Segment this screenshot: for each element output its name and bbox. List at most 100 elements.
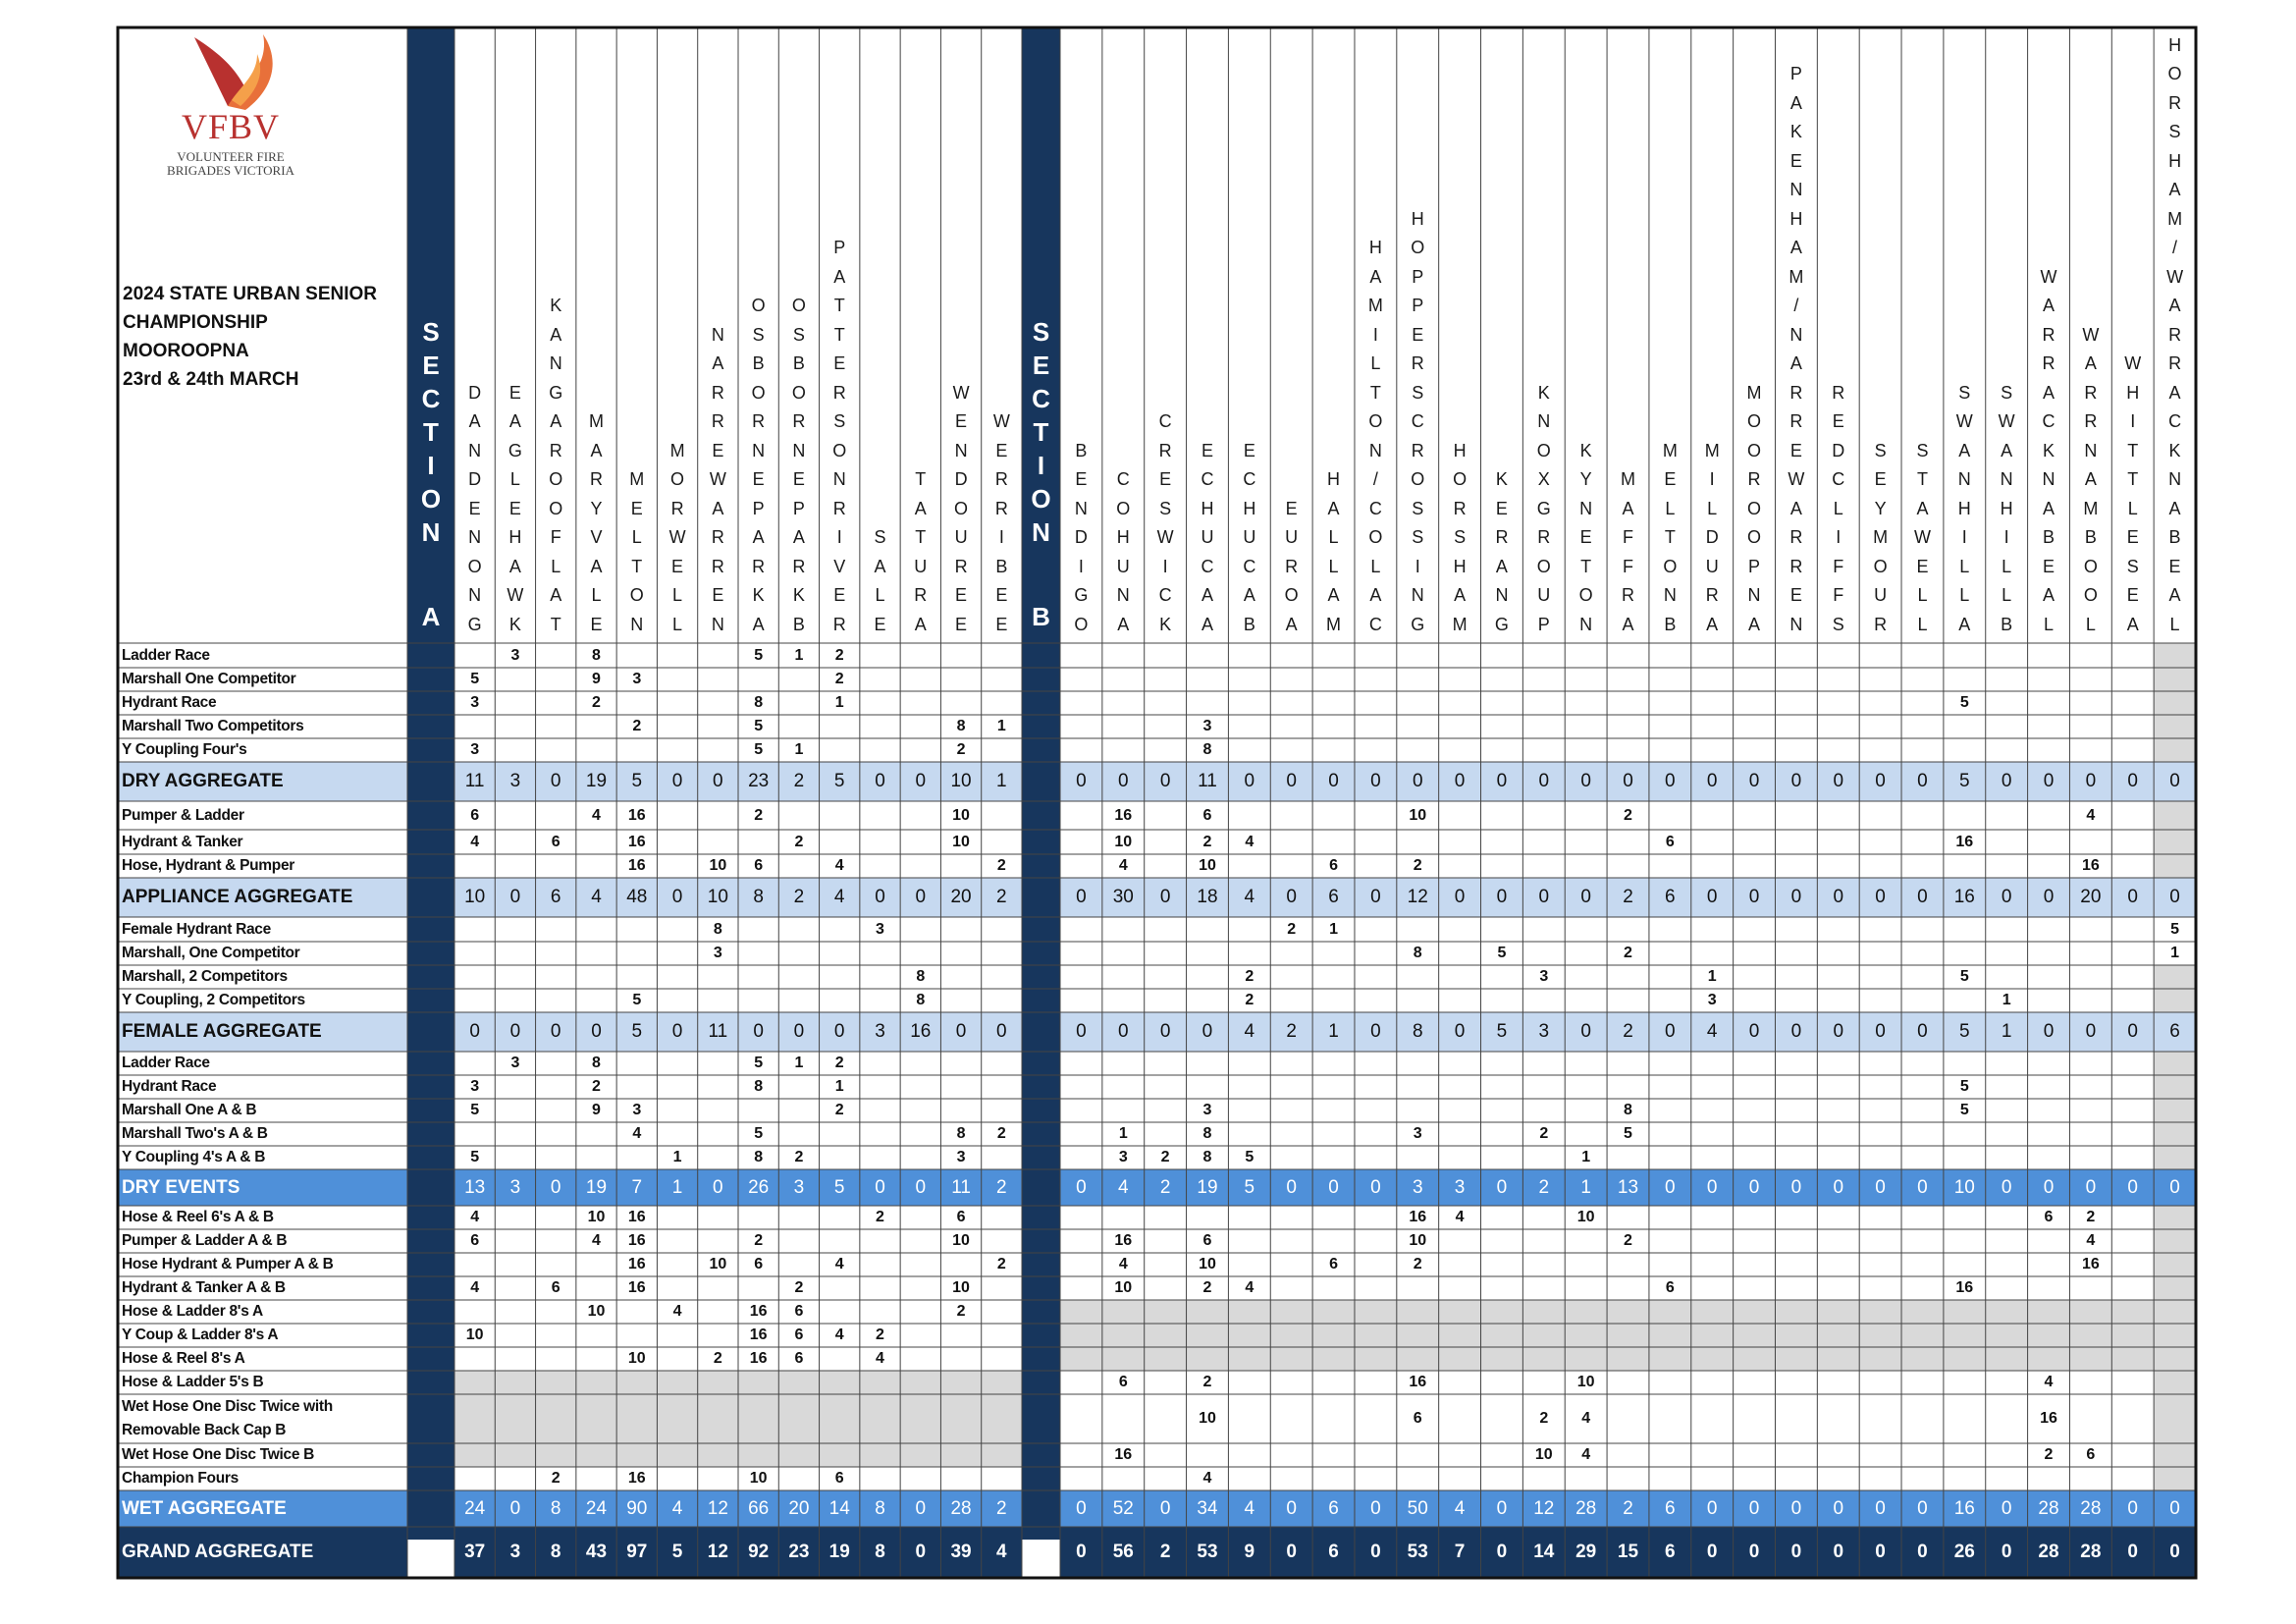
column-header-letter: E — [955, 614, 968, 634]
score-cell: 0 — [1733, 1169, 1776, 1206]
score-cell — [2154, 830, 2196, 854]
score-cell: 8 — [1186, 1146, 1229, 1169]
score-cell — [1985, 738, 2028, 762]
score-cell: 0 — [1859, 878, 1902, 917]
score-cell — [819, 989, 860, 1012]
column-header-letter: O — [1747, 440, 1762, 460]
score-cell — [1943, 1229, 1986, 1253]
column-header-letter: F — [1833, 585, 1844, 605]
score-cell: 2 — [981, 854, 1022, 878]
score-cell: 6 — [2069, 1443, 2112, 1467]
score-cell — [1228, 1371, 1271, 1394]
column-header-letter: M — [588, 411, 604, 431]
score-cell — [1480, 854, 1523, 878]
score-cell: 4 — [981, 1527, 1022, 1578]
score-cell — [1060, 1099, 1102, 1122]
score-cell: 3 — [495, 1052, 536, 1075]
score-cell: 2 — [778, 1146, 820, 1169]
na-block — [1060, 1300, 2196, 1324]
score-cell: 8 — [900, 965, 941, 989]
score-cell — [1060, 1253, 1102, 1276]
score-cell — [2111, 965, 2155, 989]
score-cell — [657, 691, 698, 715]
score-cell: 0 — [2027, 878, 2070, 917]
score-cell — [1901, 1075, 1944, 1099]
score-cell: 0 — [900, 878, 941, 917]
column-header-letter: R — [1789, 411, 1803, 431]
column-header-letter: R — [1411, 353, 1424, 373]
score-cell — [454, 854, 496, 878]
score-cell — [1690, 942, 1734, 965]
score-cell: 0 — [535, 1169, 576, 1206]
score-cell — [697, 965, 738, 989]
column-header-letter: M — [1873, 527, 1889, 547]
column-header-letter: K — [2042, 440, 2055, 460]
score-cell — [2111, 942, 2155, 965]
score-cell: 4 — [819, 1324, 860, 1347]
score-cell — [900, 715, 941, 738]
score-cell — [2069, 1467, 2112, 1490]
score-cell — [1480, 1052, 1523, 1075]
score-cell — [575, 1324, 617, 1347]
score-cell — [575, 1122, 617, 1146]
score-cell: 3 — [495, 762, 536, 801]
column-header-letter: M — [1326, 614, 1342, 634]
score-cell — [1565, 643, 1608, 668]
column-header-letter: O — [1368, 527, 1383, 547]
score-cell — [2111, 1206, 2155, 1229]
score-cell — [1228, 1052, 1271, 1075]
column-header-letter: A — [833, 266, 846, 287]
score-cell: 2 — [1228, 989, 1271, 1012]
score-cell: 0 — [1607, 762, 1649, 801]
score-cell: 66 — [738, 1490, 779, 1527]
column-header-letter: E — [995, 614, 1008, 634]
score-cell — [1901, 1122, 1944, 1146]
score-cell — [2154, 1443, 2196, 1467]
column-header-letter: X — [1537, 469, 1550, 489]
score-cell — [1985, 965, 2028, 989]
column-header-letter: L — [1370, 556, 1381, 576]
score-cell — [1312, 738, 1355, 762]
score-cell — [1648, 1146, 1691, 1169]
score-cell: 4 — [1228, 1490, 1271, 1527]
score-cell — [2069, 917, 2112, 942]
score-cell — [1901, 1146, 1944, 1169]
score-cell — [1312, 1146, 1355, 1169]
score-cell: 1 — [981, 762, 1022, 801]
column-header-letter: N — [1116, 585, 1130, 605]
column-header-letter: L — [2127, 498, 2138, 518]
score-cell — [738, 1206, 779, 1229]
column-header-letter: O — [1536, 556, 1551, 576]
score-cell — [1101, 691, 1145, 715]
score-cell — [2111, 1122, 2155, 1146]
score-cell: 3 — [454, 691, 496, 715]
score-cell — [1186, 691, 1229, 715]
column-header-letter: E — [874, 614, 886, 634]
score-cell — [1817, 965, 1860, 989]
score-cell: 5 — [1228, 1146, 1271, 1169]
score-cell: 8 — [738, 1146, 779, 1169]
column-header-letter: D — [1074, 527, 1088, 547]
score-cell: 2 — [859, 1324, 901, 1347]
score-cell — [1817, 1075, 1860, 1099]
score-cell — [1817, 1371, 1860, 1394]
score-cell — [1985, 1467, 2028, 1490]
column-header-letter: O — [1411, 469, 1425, 489]
score-cell — [940, 1253, 982, 1276]
score-cell — [1270, 691, 1313, 715]
score-cell: 0 — [1985, 878, 2028, 917]
column-header-letter: G — [467, 614, 482, 634]
score-cell — [1607, 965, 1649, 989]
aggregate-label: DRY AGGREGATE — [118, 762, 407, 801]
title-line-2: CHAMPIONSHIP — [123, 312, 268, 333]
score-cell — [1859, 1443, 1902, 1467]
score-cell: 2 — [1186, 830, 1229, 854]
column-header-letter: D — [1705, 527, 1719, 547]
column-header-letter: H — [1201, 498, 1214, 518]
score-cell: 28 — [1565, 1490, 1608, 1527]
score-cell — [1228, 1394, 1271, 1443]
score-cell: 5 — [819, 1169, 860, 1206]
